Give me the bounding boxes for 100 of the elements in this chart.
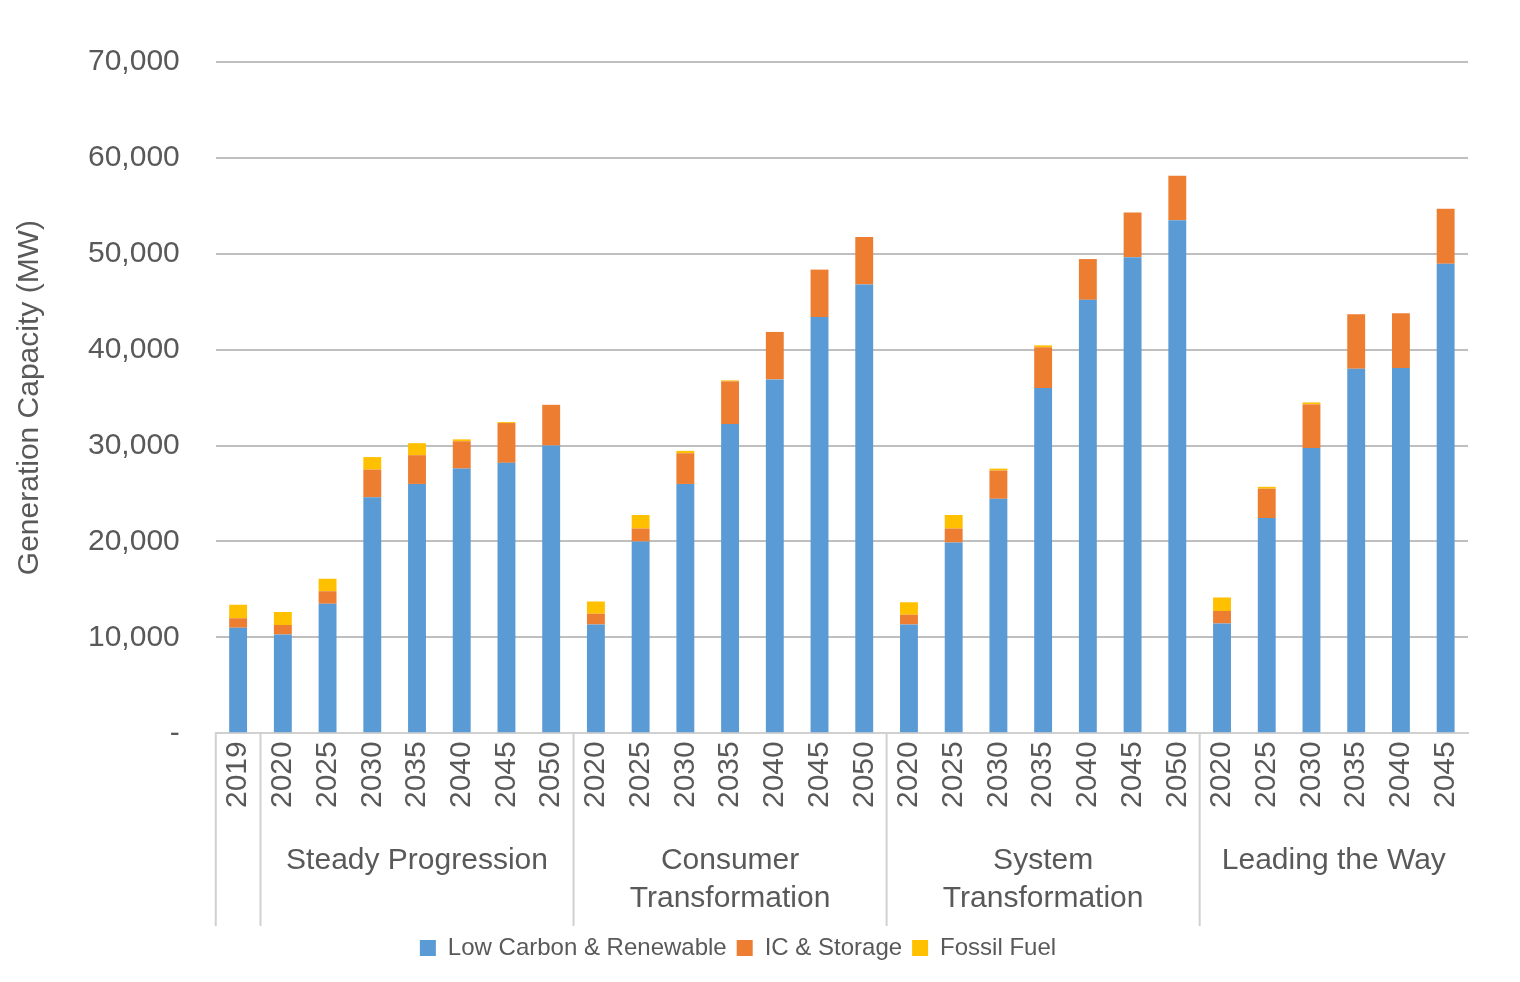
bar — [989, 498, 1008, 733]
bar — [1347, 368, 1366, 733]
y-tick-label: 20,000 — [87, 522, 180, 556]
x-tick-label: 2025 — [934, 741, 968, 809]
bar — [631, 541, 650, 733]
bar — [676, 483, 695, 733]
bar — [765, 379, 784, 733]
x-tick-label: 2030 — [353, 741, 387, 809]
x-tick-label: 2035 — [1337, 741, 1371, 809]
x-tick-label: 2045 — [800, 741, 834, 809]
bar — [318, 578, 337, 592]
legend-label: Fossil Fuel — [940, 932, 1057, 960]
bar — [855, 284, 874, 733]
bar — [497, 423, 516, 463]
bar — [363, 457, 382, 470]
x-tick-label: 2025 — [1248, 741, 1282, 809]
bar — [542, 404, 561, 446]
bar — [721, 381, 740, 424]
bar — [1213, 611, 1231, 624]
x-tick-label: 2040 — [1069, 741, 1103, 809]
x-tick-label: 2045 — [1113, 741, 1147, 809]
x-tick-label: 2040 — [756, 741, 790, 809]
x-tick-label: 2030 — [1292, 741, 1326, 809]
bar — [586, 624, 605, 733]
x-tick-label: 2045 — [487, 741, 521, 809]
bar — [363, 469, 382, 498]
x-tick-label: 2035 — [398, 741, 432, 809]
bar — [676, 453, 695, 484]
bar — [408, 483, 426, 733]
bar — [1436, 263, 1455, 733]
bar — [1436, 208, 1455, 264]
y-tick-label: 30,000 — [87, 426, 180, 460]
text: Steady Progression — [286, 841, 548, 875]
bar — [452, 441, 471, 469]
x-tick-label: 2050 — [845, 741, 879, 809]
legend-label: IC & Storage — [764, 932, 903, 960]
bar — [363, 497, 382, 733]
bar — [229, 627, 248, 733]
bar — [1347, 314, 1366, 369]
legend-label: Low Carbon & Renewable — [447, 932, 727, 960]
x-tick-label: 2020 — [890, 741, 924, 809]
bar — [1391, 367, 1410, 733]
bar — [1123, 212, 1142, 258]
bar — [1391, 313, 1410, 368]
bar — [542, 445, 561, 733]
bar — [1168, 175, 1187, 221]
text: System Transformation — [942, 841, 1144, 913]
x-tick-label: 2025 — [308, 741, 342, 809]
x-tick-label: 2030 — [666, 741, 700, 809]
x-tick-label: 2040 — [443, 741, 476, 809]
bar — [1168, 220, 1187, 733]
bar — [229, 604, 248, 619]
bar — [586, 601, 605, 614]
bar — [631, 528, 650, 542]
bar — [1257, 488, 1276, 518]
y-tick-label: 70,000 — [87, 43, 180, 77]
bar — [900, 602, 918, 615]
y-tick-label: 50,000 — [87, 235, 180, 269]
bar — [1302, 404, 1321, 448]
bar — [1078, 299, 1097, 733]
bar — [1302, 447, 1321, 733]
x-tick-label: 2020 — [1203, 741, 1237, 809]
bar — [586, 613, 605, 625]
bar — [1034, 347, 1053, 389]
bar — [810, 269, 829, 318]
bar — [989, 470, 1008, 499]
bar — [1257, 517, 1276, 733]
x-tick-label: 2025 — [621, 741, 655, 809]
y-axis-title: Generation Capacity (MW) — [11, 220, 45, 576]
bar — [765, 331, 784, 380]
bar — [944, 542, 963, 733]
text: Consumer Transformation — [629, 841, 831, 913]
bar — [900, 614, 918, 625]
bar — [273, 624, 292, 635]
x-tick-label: 2050 — [532, 741, 566, 809]
bar — [944, 515, 963, 529]
text: Leading the Way — [1221, 841, 1446, 875]
bar — [1078, 259, 1097, 300]
bar — [452, 468, 471, 733]
bar — [408, 455, 426, 484]
x-tick-label: 2019 — [219, 741, 253, 809]
x-tick-label: 2030 — [979, 741, 1013, 809]
x-tick-label: 2020 — [577, 741, 611, 809]
bar — [810, 317, 829, 733]
bar — [631, 515, 650, 529]
bar — [1213, 623, 1231, 733]
bar — [900, 624, 918, 733]
y-tick-label: - — [169, 714, 180, 748]
bar — [944, 528, 963, 543]
bar — [273, 611, 292, 625]
bar — [721, 424, 740, 733]
y-tick-label: 10,000 — [87, 618, 180, 652]
bar — [273, 634, 292, 733]
x-tick-label: 2050 — [1158, 741, 1192, 809]
x-tick-label: 2035 — [1024, 741, 1058, 809]
y-tick-label: 40,000 — [87, 330, 180, 364]
bar — [408, 443, 426, 456]
bar — [1034, 388, 1053, 733]
x-tick-label: 2020 — [264, 741, 298, 809]
bar — [855, 237, 874, 285]
